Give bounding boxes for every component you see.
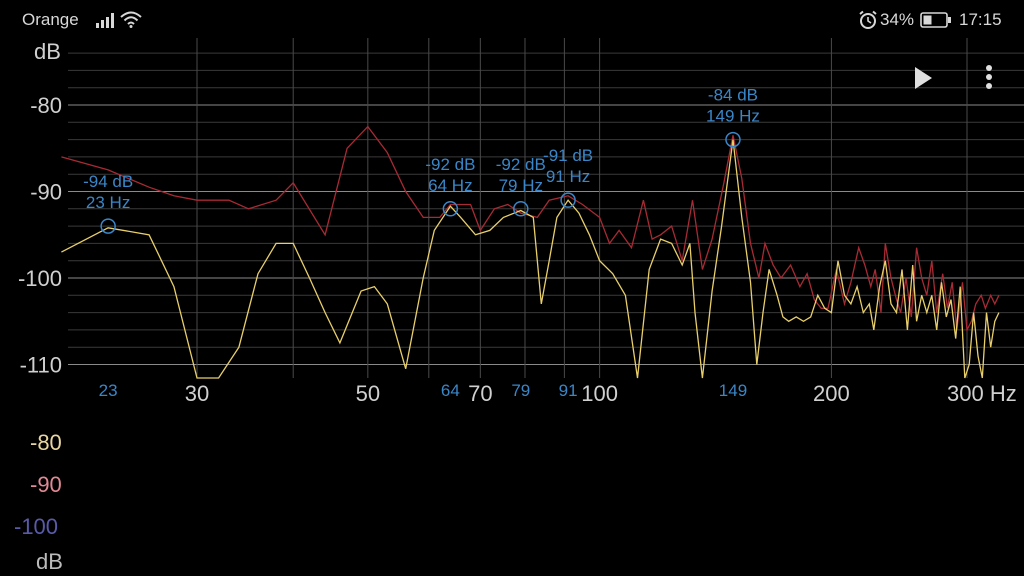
peak-tick-label: 23 [99, 381, 118, 400]
x-tick-label: 100 [581, 381, 618, 406]
play-button[interactable] [908, 64, 938, 92]
peak-freq-label: 23 Hz [86, 193, 130, 212]
peak-db-label: -91 dB [543, 146, 593, 165]
battery-icon [920, 12, 951, 28]
peak-freq-label: 79 Hz [499, 176, 543, 195]
peak-markers: -94 dB 23 Hz -92 dB 64 Hz -92 dB 79 Hz-91 dB 9… [83, 86, 760, 234]
battery-percent: 34% [880, 10, 915, 29]
x-tick-label: 30 [185, 381, 209, 406]
chart-axes: dB -80 -90 -100 -110 30 50 70 100 200 300 Hz 23 64 79… [18, 39, 1017, 406]
peak-marker [100, 218, 116, 234]
peak-freq-label: 64 Hz [428, 176, 472, 195]
peak-marker [560, 192, 576, 208]
y-tick-label: -90 [30, 180, 62, 205]
play-icon [915, 67, 932, 89]
legend-label-1: -90 [30, 472, 62, 497]
y-tick-label: -100 [18, 266, 62, 291]
carrier-name: Orange [22, 10, 79, 29]
chart-series [61, 125, 1000, 379]
clock-time: 17:15 [959, 10, 1002, 29]
signal-icon [96, 13, 114, 28]
peak-freq-label: 149 Hz [706, 107, 760, 126]
peak-marker [442, 201, 459, 217]
peak-db-label: -92 dB [496, 155, 546, 174]
more-options-button[interactable] [976, 62, 1002, 92]
legend-label-0: -80 [30, 430, 62, 455]
peak-tick-label: 91 [559, 381, 578, 400]
x-tick-label: 300 Hz [947, 381, 1017, 406]
wifi-icon [120, 11, 142, 28]
y-axis-label: dB [34, 39, 61, 64]
chart-grid [68, 38, 1024, 378]
legend-label-2: -100 [14, 514, 59, 539]
series-line-1 [61, 139, 1000, 379]
peak-marker [513, 201, 529, 217]
peak-db-label: -94 dB [83, 172, 133, 191]
alarm-icon [859, 10, 877, 29]
peak-marker [725, 131, 741, 148]
x-tick-label: 70 [468, 381, 492, 406]
peak-tick-label: 64 [441, 381, 460, 400]
peak-db-label: -92 dB [425, 155, 475, 174]
peak-freq-label: 91 Hz [546, 167, 590, 186]
y-tick-label: -110 [20, 353, 62, 378]
peak-db-label: -84 dB [708, 86, 758, 105]
y-tick-label: -80 [30, 93, 62, 118]
peak-tick-label: 149 [719, 381, 747, 400]
peak-tick-label: 79 [511, 381, 530, 400]
status-bar: Orange 34% 17:15 [0, 0, 1024, 38]
more-vert-icon [986, 65, 992, 89]
x-tick-label: 50 [356, 381, 380, 406]
x-tick-label: 200 [813, 381, 850, 406]
legend-label-3: dB [36, 549, 63, 574]
series-line-0 [61, 125, 1000, 333]
